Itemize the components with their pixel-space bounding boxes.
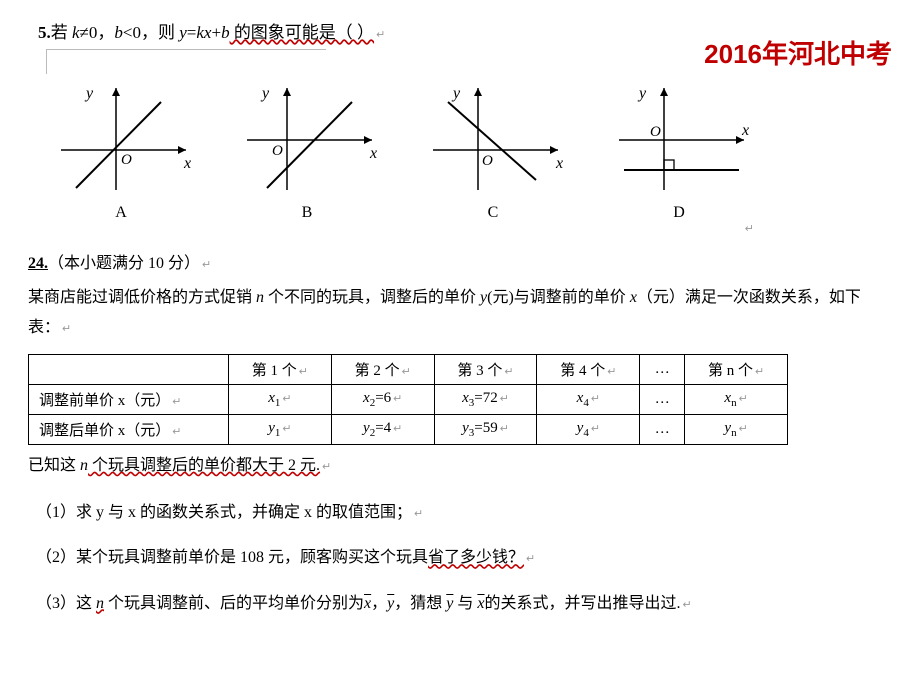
var-y: y <box>179 23 187 42</box>
q5-number: 5. <box>38 23 51 42</box>
graph-option-b: y x O B <box>232 80 382 235</box>
svg-text:y: y <box>260 85 270 102</box>
question-24-header: 24.（本小题满分 10 分）↵ <box>28 249 892 273</box>
svg-text:y: y <box>84 85 94 102</box>
sub-question-3: （3）这 n 个玩具调整前、后的平均单价分别为x，y，猜想 y 与 x的关系式，… <box>36 590 892 617</box>
price-table-wrap: 第 1 个↵ 第 2 个↵ 第 3 个↵ 第 4 个↵ … 第 n 个↵ 调整前… <box>28 354 892 445</box>
svg-text:O: O <box>482 153 493 169</box>
graph-b-svg: y x O <box>232 80 382 200</box>
svg-text:x: x <box>183 155 191 172</box>
graph-options-row: y x O A y x O B y x O <box>46 80 892 235</box>
svg-text:y: y <box>637 85 647 102</box>
var-k: k <box>72 23 80 42</box>
svg-text:x: x <box>369 145 377 162</box>
svg-text:O: O <box>272 143 283 159</box>
graph-option-a: y x O A <box>46 80 196 235</box>
sub-question-2: （2）某个玩具调整前单价是 108 元，顾客购买这个玩具省了多少钱？↵ <box>36 544 892 571</box>
var-b2: b <box>221 23 230 42</box>
table-row-before: 调整前单价 x（元）↵ x1↵ x2=6↵ x3=72↵ x4↵ … xn↵ <box>29 384 788 414</box>
table-header-row: 第 1 个↵ 第 2 个↵ 第 3 个↵ 第 4 个↵ … 第 n 个↵ <box>29 354 788 384</box>
graph-a-svg: y x O <box>46 80 196 200</box>
price-table: 第 1 个↵ 第 2 个↵ 第 3 个↵ 第 4 个↵ … 第 n 个↵ 调整前… <box>28 354 788 445</box>
q24-number: 24. <box>28 255 48 272</box>
table-row-after: 调整后单价 x（元）↵ y1↵ y2=4↵ y3=59↵ y4↵ … yn↵ <box>29 414 788 444</box>
exam-year-banner: 2016年河北中考 <box>704 34 892 71</box>
graph-option-d: y x O D ↵ <box>604 80 754 235</box>
svg-text:O: O <box>650 124 661 140</box>
label-b: B <box>302 204 313 222</box>
svg-text:O: O <box>121 152 132 168</box>
svg-text:y: y <box>451 85 461 102</box>
sub-question-1: （1）求 y 与 x 的函数关系式，并确定 x 的取值范围；↵ <box>36 499 892 526</box>
graph-d-svg: y x O <box>604 80 754 200</box>
q24-given: 已知这 n 个玩具调整后的单价都大于 2 元.↵ <box>28 451 892 481</box>
q5-prefix: 若 <box>51 23 72 42</box>
label-c: C <box>488 204 499 222</box>
var-b: b <box>114 23 123 42</box>
cropped-residual-text <box>46 49 326 74</box>
q24-paragraph: 某商店能过调低价格的方式促销 n 个不同的玩具，调整后的单价 y(元)与调整前的… <box>28 283 892 344</box>
graph-c-svg: y x O <box>418 80 568 200</box>
label-a: A <box>115 204 127 222</box>
svg-text:x: x <box>741 122 749 139</box>
svg-text:x: x <box>555 155 563 172</box>
label-d: D <box>673 204 685 222</box>
var-kx: kx <box>196 23 211 42</box>
graph-option-c: y x O C <box>418 80 568 235</box>
